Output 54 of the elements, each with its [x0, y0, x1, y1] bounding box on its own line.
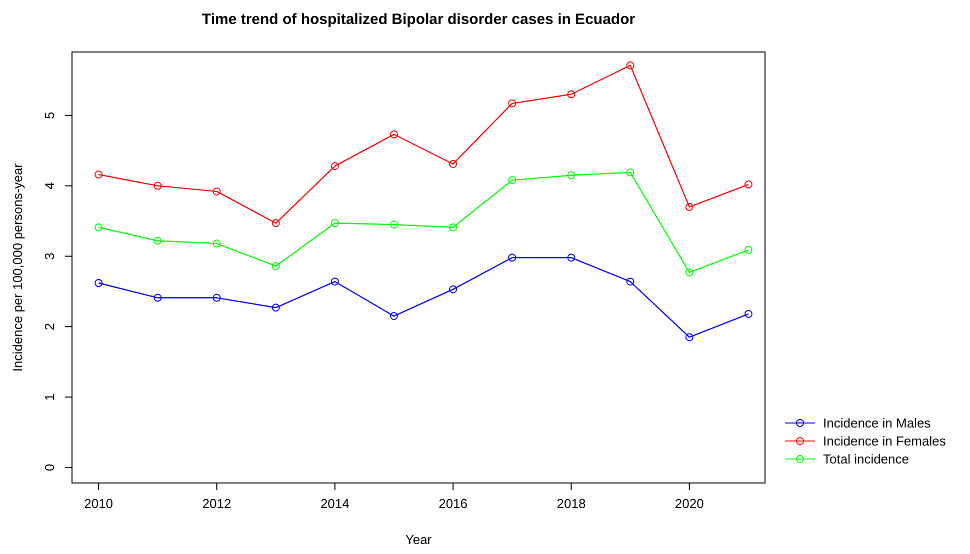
point	[390, 130, 398, 138]
point	[272, 219, 280, 228]
x-axis-title: Year	[405, 532, 432, 547]
point	[330, 219, 339, 228]
point	[626, 61, 634, 70]
legend-label: Total incidence	[823, 452, 909, 466]
point	[744, 180, 752, 188]
x-tick-label: 2014	[320, 496, 350, 511]
point	[449, 285, 458, 294]
point	[626, 278, 634, 286]
x-tick-label: 2016	[438, 496, 468, 511]
point	[94, 223, 103, 232]
y-tick-label: 1	[42, 393, 57, 401]
point	[685, 268, 694, 276]
y-axis-title: Incidence per 100,000 persons-year	[10, 162, 25, 372]
point	[626, 168, 634, 176]
y-tick-label: 4	[42, 182, 57, 190]
point	[508, 99, 516, 108]
point	[567, 254, 576, 262]
point	[212, 294, 221, 302]
point	[154, 294, 162, 302]
point	[272, 262, 280, 270]
point	[94, 278, 103, 287]
point	[272, 304, 280, 312]
y-tick-label: 3	[42, 252, 57, 260]
chart-title: Time trend of hospitalized Bipolar disorder cases in Ecuador	[202, 11, 636, 28]
point	[390, 220, 398, 229]
point	[390, 312, 398, 320]
y-tick-label: 5	[42, 112, 57, 119]
point	[685, 333, 694, 342]
point	[94, 170, 103, 179]
point	[744, 310, 752, 318]
y-tick-label: 0	[42, 464, 57, 472]
point	[567, 171, 576, 180]
point	[567, 90, 576, 98]
y-tick-label: 2	[42, 323, 57, 330]
x-tick-label: 2018	[556, 496, 586, 511]
point	[330, 278, 339, 286]
point	[449, 160, 458, 168]
point	[508, 254, 516, 262]
point	[212, 240, 221, 248]
x-tick-label: 2010	[84, 496, 114, 511]
point	[212, 187, 221, 196]
x-tick-label: 2020	[674, 496, 704, 511]
point	[330, 162, 339, 170]
point	[154, 236, 162, 245]
point	[685, 202, 694, 211]
x-tick-label: 2012	[202, 496, 232, 511]
point	[154, 182, 162, 190]
point	[449, 223, 458, 232]
point	[508, 176, 516, 184]
legend-label: Incidence in Males	[823, 416, 932, 430]
legend-label: Incidence in Females	[823, 434, 946, 448]
point	[744, 246, 752, 254]
